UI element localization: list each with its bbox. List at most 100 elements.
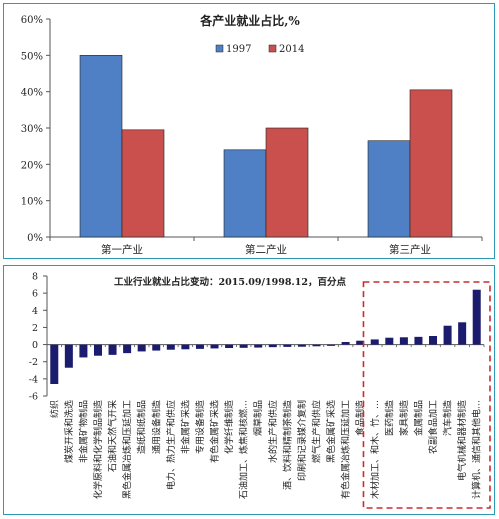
category-label: 非金属矿物制品 — [77, 400, 89, 463]
bar-12 — [210, 344, 219, 349]
chart-axes: -6 -4 -2 0 2 4 6 8 — [29, 272, 485, 403]
bar-8 — [152, 344, 161, 351]
category-label: 有色金属矿采选 — [209, 400, 221, 463]
category-label: 化学原料和化学制品制造 — [92, 400, 104, 499]
y-tick-label: 40% — [21, 88, 43, 99]
category-label: 非金属矿采选 — [179, 400, 191, 454]
highlight-box — [362, 281, 491, 509]
bar-17 — [283, 344, 292, 347]
bar-14 — [239, 344, 248, 348]
bar-10 — [181, 344, 190, 350]
category-label: 金属制品 — [412, 400, 424, 436]
y-tick-label: -6 — [29, 392, 38, 403]
chart-bars — [79, 55, 453, 238]
category-label: 通用设备制造 — [150, 400, 162, 454]
category-label: 石油和天然气开采 — [107, 400, 119, 472]
category-label: 化学纤维制造 — [223, 400, 235, 454]
bar-2014-3 — [409, 89, 453, 238]
category-label: 医药制造 — [383, 400, 395, 436]
category-label: 木材加工、和木、竹、… — [369, 400, 381, 499]
bar-25 — [399, 337, 408, 345]
y-tick-label: 6 — [32, 289, 38, 300]
bar-23 — [370, 339, 379, 345]
industry-change-chart: 工业行业就业占比变动：2015.09/1998.12，百分点 -6 -4 -2 0 2 4… — [29, 272, 491, 509]
bar-1997-1 — [79, 55, 123, 238]
bar-4 — [93, 344, 102, 356]
employment-share-chart: 各产业就业占比,% 1997 2014 0% 10% 20% 30% 40% 50% 60% 第… — [21, 13, 483, 256]
y-tick-label: 60% — [21, 15, 43, 26]
chart-title: 各产业就业占比,% — [199, 13, 300, 28]
y-tick-label: -2 — [29, 357, 38, 368]
category-label: 电力、热力生产和供应 — [165, 400, 177, 490]
bar-1997-2 — [223, 149, 267, 238]
x-tick-label: 第三产业 — [389, 243, 431, 256]
bar-7 — [137, 344, 146, 352]
category-label: 黑色金属矿采选 — [325, 400, 337, 463]
chart-title: 工业行业就业占比变动：2015.09/1998.12，百分点 — [114, 276, 346, 288]
bar-1 — [50, 344, 59, 384]
bar-2 — [64, 344, 73, 368]
category-label: 黑色金属冶炼和压延加工 — [121, 400, 133, 499]
industry-change-panel: 工业行业就业占比变动：2015.09/1998.12，百分点 -6 -4 -2 0 2 4… — [3, 265, 495, 515]
y-tick-label: 0% — [27, 233, 43, 244]
category-label: 造纸和纸制品 — [136, 400, 148, 454]
y-tick-label: 50% — [21, 51, 43, 62]
bar-2014-1 — [121, 129, 165, 238]
category-label: 有色金属冶炼和压延加工 — [340, 400, 352, 499]
x-tick-label: 第一产业 — [101, 243, 143, 256]
bar-30 — [472, 289, 481, 345]
y-tick-label: -4 — [29, 374, 38, 385]
legend-swatch-1997 — [215, 44, 224, 53]
legend-label-1997: 1997 — [226, 44, 251, 55]
bar-16 — [268, 344, 277, 348]
x-tick-label: 第二产业 — [245, 243, 287, 256]
category-label: 食品制造 — [354, 400, 366, 436]
legend-label-2014: 2014 — [279, 44, 304, 55]
bar-27 — [429, 336, 438, 345]
category-label: 电气机械和器材制造 — [456, 400, 468, 481]
y-tick-label: 8 — [32, 272, 38, 283]
bar-22 — [356, 340, 365, 345]
employment-share-panel: 各产业就业占比,% 1997 2014 0% 10% 20% 30% 40% 50% 60% 第… — [3, 3, 495, 259]
chart-legend: 1997 2014 — [215, 44, 304, 55]
y-tick-label: 20% — [21, 160, 43, 171]
category-label: 煤炭开采和洗选 — [63, 400, 75, 463]
bar-24 — [385, 337, 394, 345]
bar-5 — [108, 344, 117, 355]
category-label: 烟草制品 — [252, 400, 264, 436]
bar-21 — [341, 342, 350, 345]
category-labels: 纺织 煤炭开采和洗选 非金属矿物制品 化学原料和化学制品制造 石油和天然气开采 黑色金属冶… — [48, 400, 482, 499]
bar-6 — [123, 344, 132, 354]
category-label: 计算机、通信和其他电… — [471, 400, 483, 499]
category-label: 燃气生产和供应 — [310, 400, 322, 463]
bar-19 — [312, 344, 321, 347]
bar-15 — [254, 344, 263, 348]
y-tick-label: 4 — [32, 306, 38, 317]
chart-bars — [50, 289, 481, 384]
bar-28 — [443, 325, 452, 345]
bar-26 — [414, 336, 423, 345]
bar-9 — [166, 344, 175, 350]
category-label: 酒、饮料和精制茶制造 — [281, 400, 293, 490]
bar-11 — [195, 344, 204, 349]
bar-2014-2 — [265, 127, 309, 238]
bar-29 — [458, 322, 467, 345]
y-tick-label: 10% — [21, 197, 43, 208]
y-tick-label: 0 — [32, 340, 38, 351]
y-tick-label: 2 — [32, 323, 38, 334]
category-label: 纺织 — [48, 400, 60, 418]
category-label: 石油加工、炼焦和核燃… — [238, 400, 250, 499]
bar-3 — [79, 344, 88, 358]
category-label: 印刷和记录媒介复制 — [296, 400, 308, 481]
legend-swatch-2014 — [268, 44, 277, 53]
bar-20 — [327, 344, 336, 346]
bar-1997-3 — [367, 140, 411, 238]
category-label: 家具制造 — [398, 400, 410, 436]
bar-13 — [225, 344, 234, 348]
y-tick-label: 30% — [21, 124, 43, 135]
category-label: 汽车制造 — [442, 400, 454, 436]
category-label: 水的生产和供应 — [267, 400, 279, 463]
category-label: 专用设备制造 — [194, 400, 206, 454]
category-label: 农副食品加工 — [427, 400, 439, 454]
bar-18 — [297, 344, 306, 347]
